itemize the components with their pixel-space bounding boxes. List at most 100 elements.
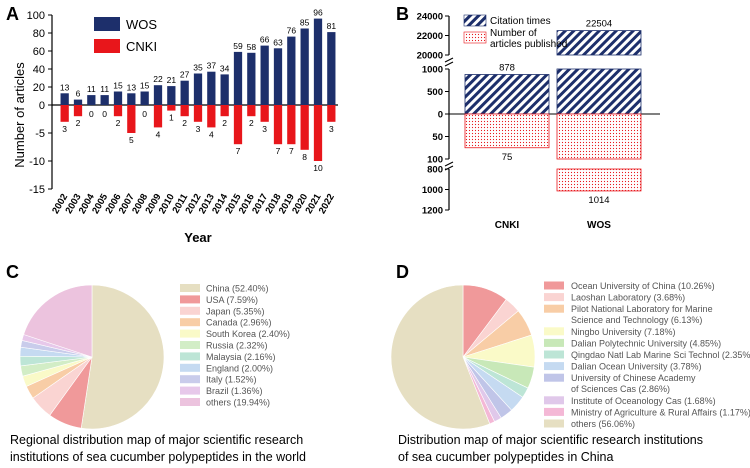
bar-wos (300, 28, 309, 105)
panel-letter-c: C (6, 262, 19, 282)
data-label-cnki: 5 (129, 135, 134, 145)
legend-label: of Sciences Cas (2.86%) (571, 384, 670, 394)
chart-b-legend: Citation times Number of articles publis… (463, 14, 567, 50)
bar-wos (113, 91, 123, 105)
legend-label: Italy (1.52%) (206, 375, 257, 385)
legend-swatch-citation-times (463, 14, 487, 27)
data-label-cnki: 0 (142, 109, 147, 119)
data-label-cnki: 0 (89, 109, 94, 119)
legend-swatch (544, 350, 564, 359)
bar-citation-times (556, 68, 642, 115)
legend-swatch (544, 419, 564, 428)
data-label-citation-times: 878 (499, 62, 515, 73)
bar-wos (153, 85, 163, 105)
legend-swatch (180, 329, 200, 338)
bar-wos (260, 45, 269, 105)
bar-wos (287, 36, 296, 105)
legend-swatch (180, 375, 200, 384)
legend-label: Institute of Oceanology Cas (1.68%) (571, 396, 716, 406)
legend-swatch (180, 318, 200, 327)
data-label-wos: 15 (113, 81, 123, 91)
data-label-articles-published: 1014 (588, 195, 609, 206)
legend-swatch (544, 373, 564, 382)
bar-wos (87, 95, 96, 105)
legend-swatch (544, 327, 564, 336)
bar-cnki (180, 105, 189, 117)
bar-wos (127, 93, 136, 105)
chart-d-legend: Ocean University of China (10.26%) Laosha… (544, 281, 750, 429)
panel-letter-b: B (396, 4, 409, 24)
legend-swatch-wos (94, 17, 120, 31)
chart-a-ytick-label: 0 (39, 100, 45, 112)
chart-a-ytick-label: -5 (35, 128, 45, 140)
chart-b-ytick-label: 100 (427, 155, 443, 166)
data-label-cnki: 2 (182, 118, 187, 128)
legend-label: Ningbo University (7.18%) (571, 327, 676, 337)
data-label-wos: 59 (233, 41, 243, 51)
bar-cnki (60, 105, 69, 122)
data-label-cnki: 7 (236, 146, 241, 156)
bar-cnki (300, 105, 309, 150)
legend-swatch (544, 304, 564, 313)
bar-wos (233, 51, 243, 105)
chart-a-x-tick-labels: 2002200320042005200620072008200920102011… (50, 191, 337, 215)
legend-label-wos: WOS (126, 17, 157, 32)
chart-b-ytick-label: 1200 (422, 206, 443, 217)
data-label-wos: 35 (193, 63, 203, 73)
pie-slice (23, 284, 93, 358)
bar-wos (273, 48, 283, 105)
bar-wos (313, 18, 323, 106)
data-label-wos: 76 (287, 26, 297, 36)
data-label-cnki: 3 (262, 124, 267, 134)
chart-b-ytick-label: 20000 (417, 51, 443, 62)
data-label-cnki: 3 (62, 124, 67, 134)
bar-cnki (313, 105, 323, 161)
chart-a-ytick-label: -10 (29, 156, 45, 168)
legend-swatch-articles-published (463, 31, 487, 44)
data-label-citation-times: 22504 (586, 19, 612, 30)
chart-c-caption: Regional distribution map of major scien… (10, 433, 307, 464)
data-label-articles-published: 75 (502, 152, 513, 163)
data-label-wos: 81 (327, 21, 337, 31)
chart-a-ytick-label: 40 (33, 64, 45, 76)
data-label-wos: 13 (127, 82, 137, 92)
pie-slice (390, 284, 491, 430)
data-label-cnki: 1 (169, 113, 174, 123)
data-label-cnki: 4 (156, 129, 161, 139)
legend-label: others (56.06%) (571, 419, 635, 429)
data-label-wos: 58 (247, 42, 257, 52)
legend-swatch (180, 295, 200, 304)
chart-a-ylabel: Number of articles (12, 62, 27, 168)
chart-a-xlabel: Year (184, 230, 211, 245)
data-label-wos: 15 (140, 81, 150, 91)
chart-d: Ocean University of China (10.26%) Laosha… (390, 281, 750, 464)
data-label-wos: 13 (60, 82, 70, 92)
bar-cnki (207, 105, 216, 128)
data-label-wos: 85 (300, 18, 310, 28)
bar-cnki (193, 105, 203, 122)
bar-wos (247, 52, 256, 105)
data-label-cnki: 0 (102, 109, 107, 119)
data-label-cnki: 4 (209, 129, 214, 139)
bar-cnki (113, 105, 123, 117)
chart-b-tick-cnki: CNKI (495, 220, 520, 231)
legend-label: Brazil (1.36%) (206, 386, 263, 396)
chart-a-bars (60, 18, 336, 161)
data-label-wos: 22 (153, 74, 163, 84)
data-label-wos: 96 (313, 8, 323, 18)
chart-d-caption: Distribution map of major scientific res… (398, 433, 706, 464)
legend-label-cnki: CNKI (126, 39, 157, 54)
bar-citation-times-break (556, 30, 642, 56)
chart-b-tick-wos: WOS (587, 220, 611, 231)
legend-label: Canada (2.96%) (206, 318, 272, 328)
chart-b: 200002200024000050010005010080010001200 … (417, 12, 660, 231)
data-label-cnki: 2 (249, 118, 254, 128)
data-label-wos: 66 (260, 35, 270, 45)
legend-label: Qingdao Natl Lab Marine Sci Technol (2.3… (571, 350, 750, 360)
data-label-cnki: 2 (76, 118, 81, 128)
chart-b-ytick-label: 0 (438, 110, 443, 121)
legend-label: Dalian Polytechnic University (4.85%) (571, 338, 721, 348)
